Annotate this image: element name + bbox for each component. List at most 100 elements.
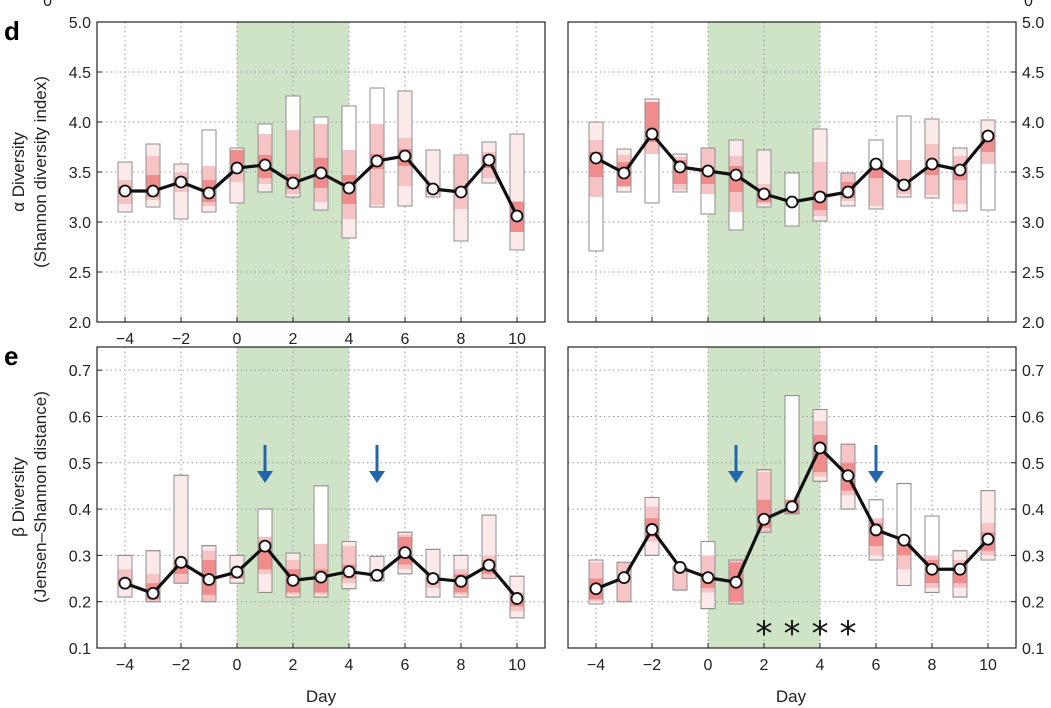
box-outline [868, 499, 884, 561]
box-white [869, 499, 883, 519]
box-outline [173, 474, 189, 584]
box-outline [145, 143, 161, 208]
box-outline [397, 90, 413, 207]
data-point [118, 184, 132, 198]
data-point [757, 187, 771, 201]
box-outline [728, 139, 744, 231]
x-tick-label: −4 [116, 657, 134, 674]
arrow-marker [868, 445, 884, 483]
y-tick-label: 4.0 [1022, 115, 1044, 132]
data-point [729, 575, 743, 589]
x-tick-label: 0 [233, 331, 242, 348]
y-tick-label: 4.0 [69, 115, 91, 132]
alpha-ylabel: α Diversity (Shannon diversity index) [9, 76, 50, 268]
box-white [785, 395, 799, 500]
x-tick-label: 8 [457, 331, 466, 348]
box-outline [453, 154, 469, 242]
significance-star: * [840, 614, 857, 654]
x-tick-label: 6 [872, 657, 881, 674]
data-point [482, 558, 496, 572]
x-tick-label: −4 [116, 331, 134, 348]
data-point [118, 576, 132, 590]
data-point [617, 571, 631, 585]
data-point [482, 153, 496, 167]
panels: 2.0 2.5 3.0 3.5 4.0 4.5 5.0 −4 −2 0 2 4 6 8 10 2.0 2.5 3.… [69, 15, 1045, 674]
y-tick-label: 2.5 [69, 265, 91, 282]
data-point [785, 195, 799, 209]
box-outline [812, 409, 828, 482]
data-point [286, 573, 300, 587]
box-outline [229, 554, 245, 584]
data-point [757, 512, 771, 526]
box-outline [481, 141, 497, 184]
data-point [897, 533, 911, 547]
box-outline [672, 153, 688, 193]
box-white [701, 194, 715, 214]
data-point [230, 565, 244, 579]
box-outline [840, 443, 856, 510]
data-point [454, 185, 468, 199]
box-outline [285, 95, 301, 198]
y-tick-label: 0.3 [1022, 548, 1044, 565]
box-outline [313, 485, 329, 598]
data-point [314, 166, 328, 180]
alpha-ylabel-bottom: (Shannon diversity index) [31, 76, 50, 268]
x-tick-label: 8 [928, 657, 937, 674]
box-white [589, 197, 603, 251]
panel-e-left: 0.1 0.2 0.3 0.4 0.5 0.6 0.7 −4 −2 0 2 4 6 8 10 [69, 346, 546, 674]
x-tick-label: −2 [172, 331, 190, 348]
box-outline [369, 87, 385, 208]
x-tick-label: 4 [345, 331, 354, 348]
y-tick-label: 0.2 [69, 595, 91, 612]
box-outline [924, 118, 940, 199]
x-tick-label: 6 [401, 657, 410, 674]
data-point [981, 532, 995, 546]
data-point [426, 572, 440, 585]
x-tick-label: 0 [233, 657, 242, 674]
xlabel-right: Day [776, 687, 807, 706]
data-point [925, 157, 939, 171]
box-white [925, 516, 939, 556]
beta-ylabel-top: β Diversity [9, 457, 28, 537]
panel-e-right: * * * * 0.1 0.2 0.3 0.4 0.5 0.6 0.7 −4 −2 0 2 4 6 8 10 [567, 346, 1044, 674]
panel-d-left: 2.0 2.5 3.0 3.5 4.0 4.5 5.0 −4 −2 0 2 4 6 8 10 [69, 15, 546, 348]
data-point [981, 129, 995, 143]
alpha-ylabel-top: α Diversity [9, 132, 28, 212]
data-point [953, 562, 967, 576]
data-point [841, 185, 855, 199]
box-outline [341, 540, 357, 590]
y-tick-label: 3.5 [1022, 165, 1044, 182]
box-outline [509, 575, 525, 619]
box-outline [145, 550, 161, 603]
data-point [673, 561, 687, 574]
box-white [370, 88, 384, 124]
box-outline [924, 515, 940, 593]
box-outline [896, 483, 912, 586]
data-point [617, 166, 631, 180]
x-tick-label: −2 [643, 657, 661, 674]
y-tick-label: 0.6 [69, 409, 91, 426]
y-tick-label: 0.1 [69, 641, 91, 658]
box-outline [644, 497, 660, 556]
y-tick-label: 0.1 [1022, 641, 1044, 658]
x-tick-label: 10 [508, 657, 526, 674]
significance-star: * [756, 614, 773, 654]
arrow-marker [369, 445, 385, 483]
data-point [454, 574, 468, 588]
data-point [701, 164, 715, 178]
y-tick-label: 0.5 [69, 456, 91, 473]
panel-label-d: d [4, 16, 20, 46]
panel-label-e: e [4, 341, 18, 371]
data-point [729, 168, 743, 182]
beta-ylabel-bottom: (Jensen–Shannon distance) [31, 391, 50, 603]
box-outline [509, 133, 525, 251]
box-outline [117, 554, 133, 598]
box-white [202, 130, 216, 166]
y-tick-label: 3.5 [69, 165, 91, 182]
box-outline [481, 514, 497, 580]
x-tick-label: 2 [760, 657, 769, 674]
box-white [645, 154, 659, 203]
y-tick-label: 2.0 [1022, 315, 1044, 332]
significance-star: * [812, 614, 829, 654]
data-point [230, 161, 244, 175]
